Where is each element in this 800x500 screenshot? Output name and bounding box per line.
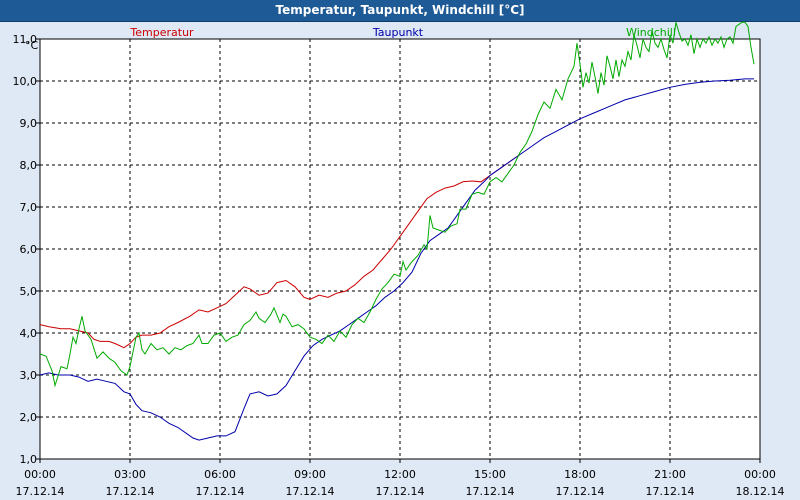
x-tick-time: 15:00 xyxy=(474,468,506,481)
grid xyxy=(40,38,760,459)
x-tick-time: 06:00 xyxy=(204,468,236,481)
x-tick-date: 17.12.14 xyxy=(646,485,695,498)
x-tick-time: 09:00 xyxy=(294,468,326,481)
x-tick-time: 00:00 xyxy=(744,468,776,481)
x-axis: 00:00 17.12.14 03:00 17.12.14 06:00 17.12.14 0… xyxy=(16,459,785,498)
series-line-temperatur xyxy=(39,154,521,349)
y-tick-label: 2,0 xyxy=(20,411,38,424)
legend-temperatur: Temperatur xyxy=(129,26,194,39)
series-line-taupunkt xyxy=(39,78,754,441)
x-tick-time: 00:00 xyxy=(24,468,56,481)
y-tick-label: 11,0 xyxy=(13,33,38,46)
x-tick-time: 21:00 xyxy=(654,468,686,481)
legend-windchill: Windchill xyxy=(626,26,676,39)
series-lines xyxy=(39,21,755,441)
y-tick-label: 4,0 xyxy=(20,327,38,340)
x-tick-time: 18:00 xyxy=(564,468,596,481)
legend-taupunkt: Taupunkt xyxy=(372,26,424,39)
y-tick-label: 1,0 xyxy=(20,453,38,466)
y-tick-label: 3,0 xyxy=(20,369,38,382)
y-tick-label: 7,0 xyxy=(20,201,38,214)
y-tick-label: 10,0 xyxy=(13,75,38,88)
x-tick-date: 17.12.14 xyxy=(556,485,605,498)
y-tick-label: 6,0 xyxy=(20,243,38,256)
x-tick-time: 03:00 xyxy=(114,468,146,481)
legend: Temperatur Taupunkt Windchill xyxy=(129,26,676,39)
y-tick-label: 9,0 xyxy=(20,117,38,130)
series-line-windchill xyxy=(39,21,755,388)
x-tick-date: 18.12.14 xyxy=(736,485,785,498)
x-tick-date: 17.12.14 xyxy=(376,485,425,498)
chart-svg: Temperatur Taupunkt Windchill 1,0 2,0 3,0 4,0… xyxy=(13,21,785,498)
window-title: Temperatur, Taupunkt, Windchill [°C] xyxy=(0,0,800,22)
x-tick-time: 12:00 xyxy=(384,468,416,481)
x-tick-date: 17.12.14 xyxy=(286,485,335,498)
y-axis: 1,0 2,0 3,0 4,0 5,0 6,0 7,0 8,0 9,0 10,0 11,0°C xyxy=(13,33,40,466)
y-tick-label: 5,0 xyxy=(20,285,38,298)
y-unit-label: °C xyxy=(25,39,39,52)
x-tick-date: 17.12.14 xyxy=(466,485,515,498)
y-tick-label: 8,0 xyxy=(20,159,38,172)
x-tick-date: 17.12.14 xyxy=(106,485,155,498)
x-tick-date: 17.12.14 xyxy=(196,485,245,498)
x-tick-date: 17.12.14 xyxy=(16,485,65,498)
